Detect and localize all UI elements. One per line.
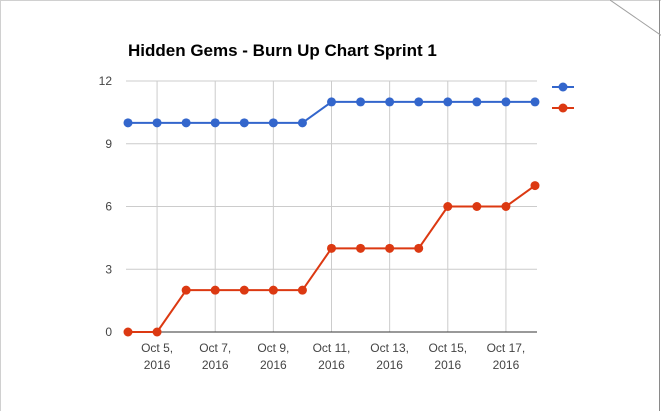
- series-1-point: [239, 118, 249, 128]
- series-2-point: [327, 243, 336, 253]
- x-tick-label: Oct 7,: [199, 341, 231, 355]
- corner-divider: [610, 0, 661, 36]
- series: [123, 97, 540, 337]
- series-1-point: [181, 118, 191, 128]
- series-1-point: [268, 118, 278, 128]
- y-tick-label: 12: [99, 74, 113, 88]
- series-1-point: [530, 97, 540, 107]
- y-tick-label: 6: [105, 200, 112, 214]
- series-1-point: [297, 118, 307, 128]
- y-tick-label: 3: [105, 262, 112, 276]
- series-2-point: [268, 285, 278, 295]
- series-2-point: [181, 285, 191, 295]
- series-2-point: [414, 243, 424, 253]
- series-1-point: [327, 97, 336, 107]
- series-1-point: [152, 118, 162, 128]
- series-1-point: [385, 97, 395, 107]
- x-tick-label-year: 2016: [144, 358, 171, 372]
- x-tick-label-year: 2016: [260, 358, 287, 372]
- x-tick-label-year: 2016: [434, 358, 461, 372]
- legend: [552, 82, 574, 113]
- series-1-point: [210, 118, 220, 128]
- x-tick-label: Oct 15,: [428, 341, 467, 355]
- series-2-point: [530, 181, 540, 191]
- x-tick-label: Oct 5,: [141, 341, 173, 355]
- legend-2-marker: [558, 103, 568, 113]
- series-2-point: [239, 285, 249, 295]
- y-tick-label: 9: [105, 137, 112, 151]
- series-1-point: [356, 97, 366, 107]
- series-1-point: [472, 97, 482, 107]
- series-1-point: [501, 97, 511, 107]
- x-tick-label: Oct 13,: [370, 341, 409, 355]
- series-1-point: [123, 118, 133, 128]
- axes: 0 3 6 9 12 Oct 5, 2016 Oct 7, 2016 Oct 9, 2016 Oct …: [99, 74, 537, 372]
- series-2-point: [472, 202, 482, 211]
- x-tick-label: Oct 11,: [313, 341, 351, 355]
- x-tick-label: Oct 9,: [257, 341, 289, 355]
- series-2-point: [385, 243, 395, 253]
- series-2-point: [443, 202, 453, 211]
- frame-right-border: [659, 0, 660, 411]
- legend-1-marker: [558, 82, 568, 92]
- chart-title: Hidden Gems - Burn Up Chart Sprint 1: [128, 41, 437, 60]
- y-tick-label: 0: [105, 325, 112, 339]
- frame-left-border: [0, 0, 1, 411]
- series-2-point: [123, 327, 133, 337]
- series-1-point: [443, 97, 453, 107]
- x-tick-label-year: 2016: [493, 358, 520, 372]
- series-2-point: [210, 285, 220, 295]
- x-tick-label-year: 2016: [376, 358, 403, 372]
- x-tick-label-year: 2016: [318, 358, 345, 372]
- x-tick-label: Oct 17,: [487, 341, 526, 355]
- frame-top-border: [0, 0, 661, 1]
- series-1-point: [414, 97, 424, 107]
- series-2-point: [501, 202, 511, 211]
- x-tick-label-year: 2016: [202, 358, 229, 372]
- series-2-point: [152, 327, 162, 337]
- series-2-point: [356, 243, 366, 253]
- series-2-point: [297, 285, 307, 295]
